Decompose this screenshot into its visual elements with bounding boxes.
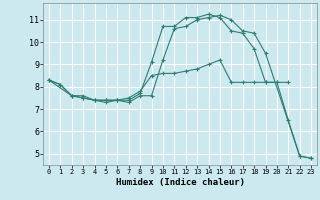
X-axis label: Humidex (Indice chaleur): Humidex (Indice chaleur)	[116, 178, 244, 187]
